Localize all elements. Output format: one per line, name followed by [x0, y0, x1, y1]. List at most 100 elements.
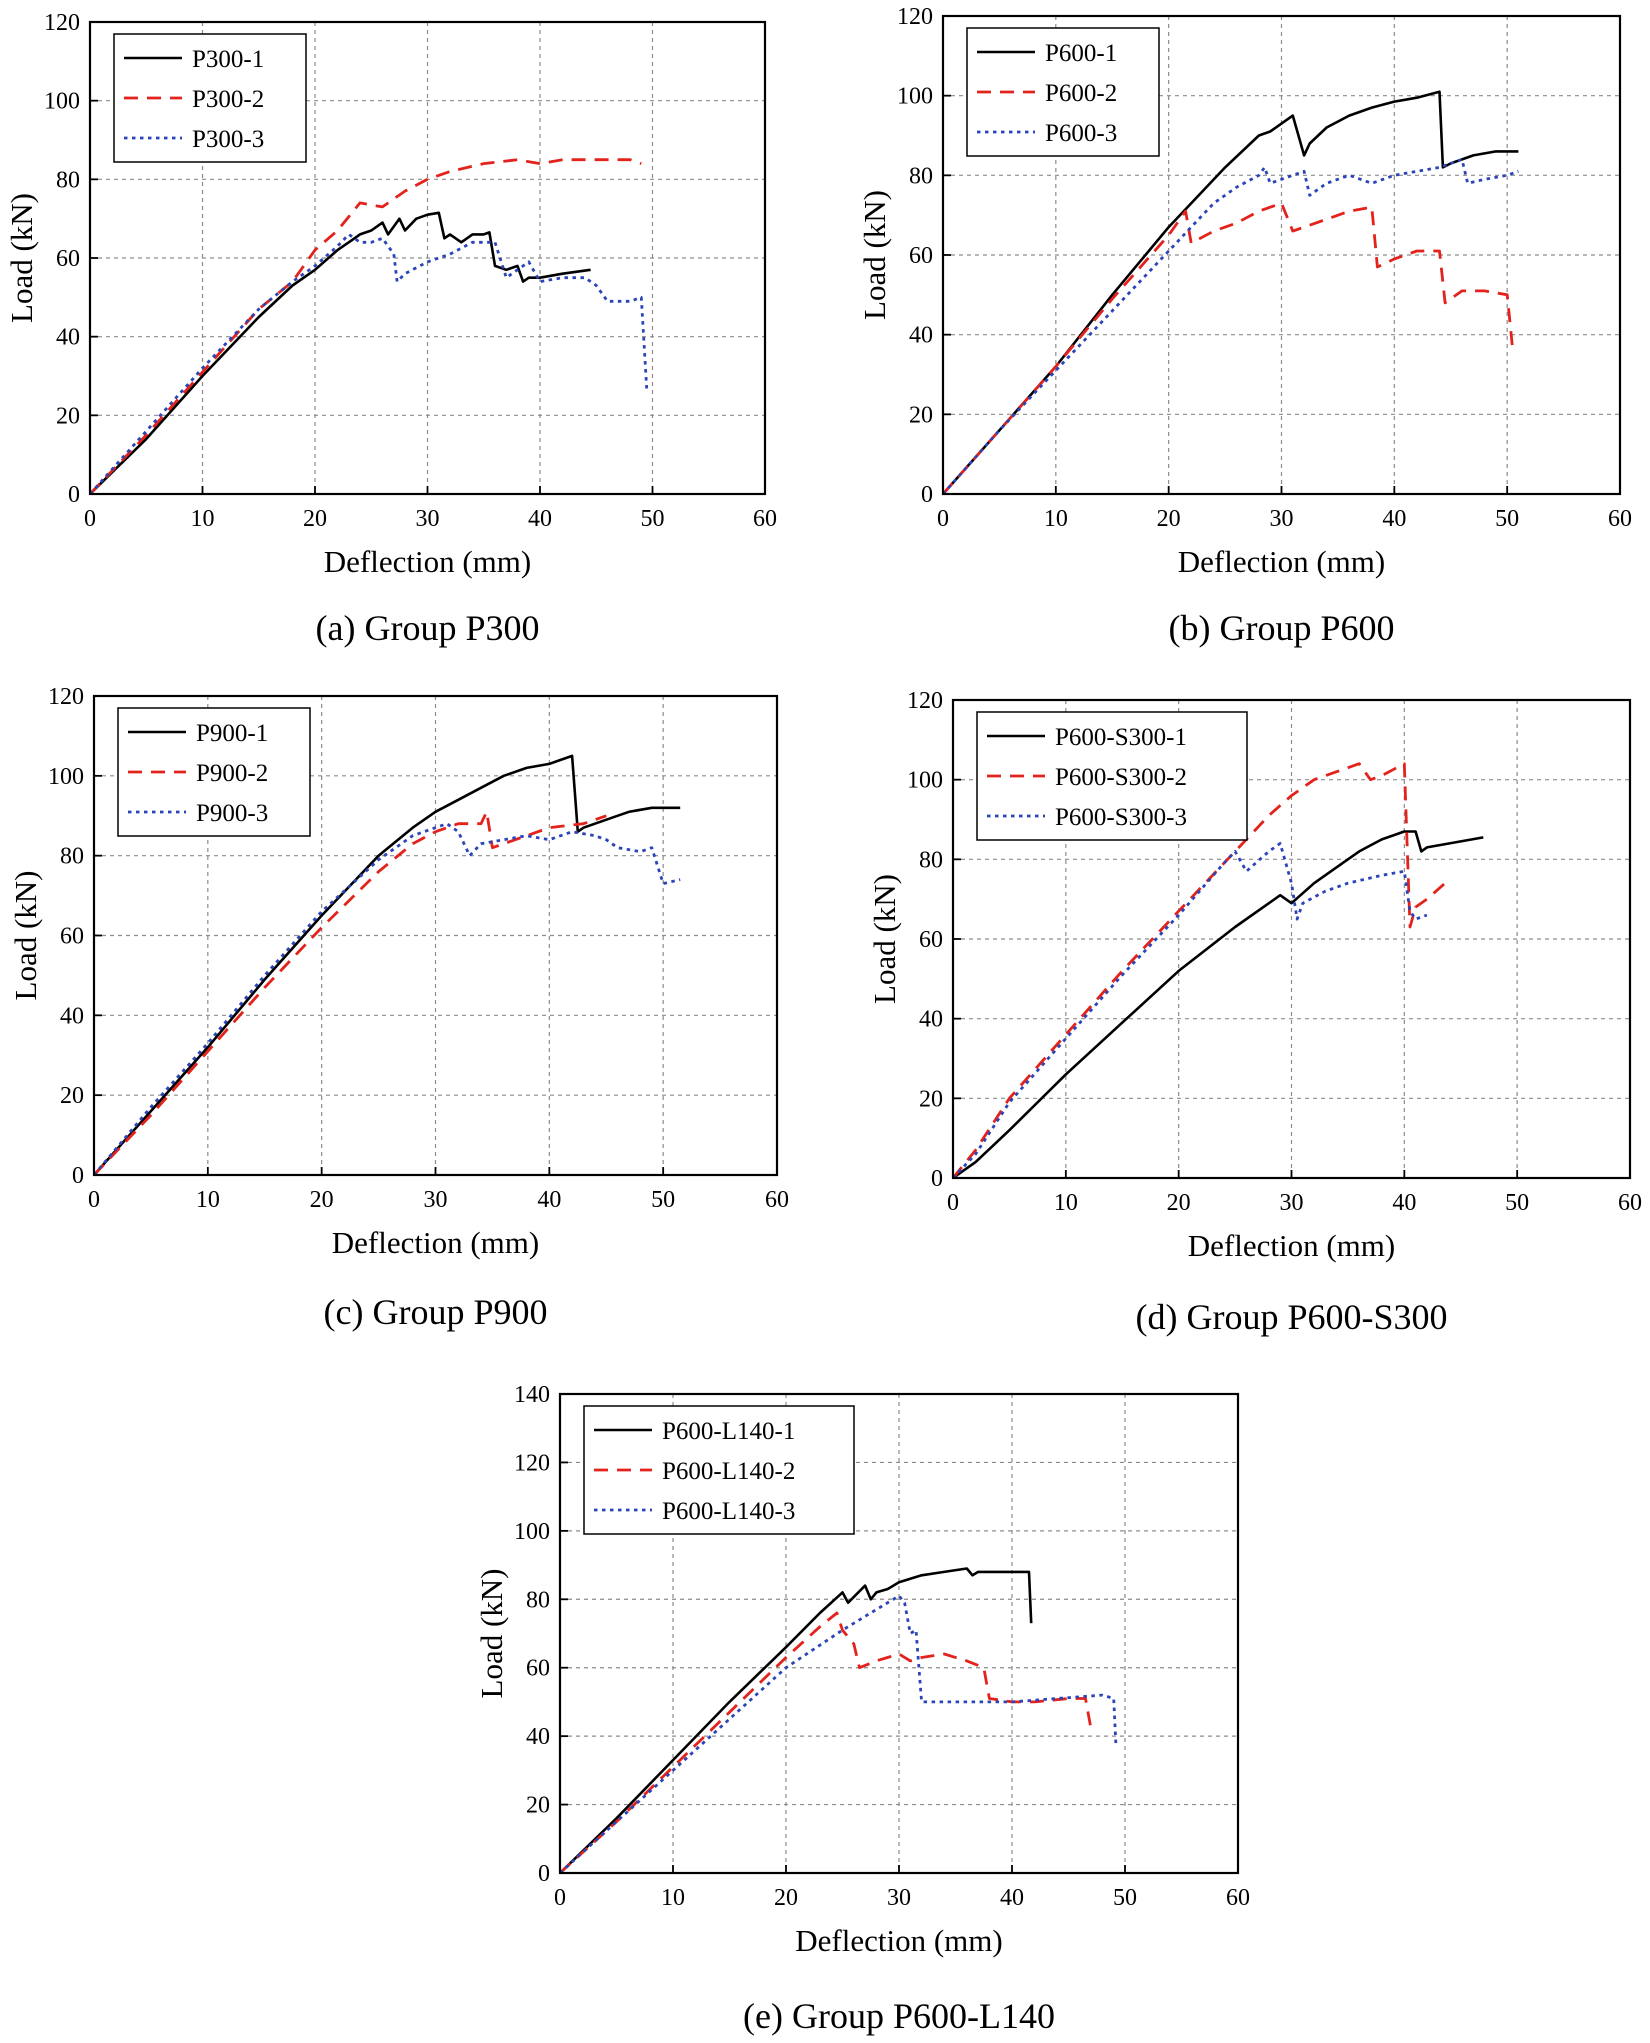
legend-label: P600-S300-3	[1055, 804, 1187, 831]
chart-a-p300: 0 10 20 30 40 50 60 0 20 40 60 80 100 120 P300-1 P300-2…	[4, 10, 777, 648]
chart-caption: (c) Group P900	[324, 1292, 548, 1332]
plot-frame	[941, 14, 1622, 496]
legend-label: P300-1	[192, 46, 264, 73]
series-line-p600-l140-2	[560, 1611, 1093, 1873]
series-line-p600-2	[943, 201, 1515, 494]
chart-d-p600-s300: 0 10 20 30 40 50 60020406080100120P600-S300-1P…	[867, 688, 1642, 1337]
y-axis-label: Load (kN)	[8, 871, 43, 1001]
x-tick-label: 10	[1044, 506, 1068, 532]
y-tick-label: 120	[897, 4, 933, 30]
y-tick-label: 20	[526, 1793, 550, 1819]
x-tick-label: 30	[887, 1885, 911, 1911]
legend-label: P300-2	[192, 86, 264, 113]
y-tick-label: 60	[60, 924, 84, 950]
legend-label: P300-3	[192, 126, 264, 153]
legend-label: P600-S300-1	[1055, 724, 1187, 751]
y-tick-label: 60	[56, 246, 80, 272]
x-tick-label: 50	[651, 1187, 675, 1213]
legend: P900-1 P900-2 P900-3	[117, 707, 311, 837]
series-line-p900-2	[94, 810, 607, 1175]
legend-label: P600-1	[1045, 40, 1117, 67]
y-tick-label: 80	[56, 167, 80, 193]
x-tick-label: 40	[1382, 506, 1406, 532]
y-tick-label: 80	[909, 163, 933, 189]
legend-label: P600-L140-3	[662, 1498, 795, 1525]
series-line-p600-s300-2	[953, 762, 1451, 1178]
y-axis-label: Load (kN)	[474, 1569, 509, 1699]
x-tick-label: 50	[641, 506, 665, 532]
y-tick-label: 40	[526, 1724, 550, 1750]
legend: P600-L140-1 P600-L140-2 P600-L140-3	[583, 1405, 855, 1535]
legend-label: P600-3	[1045, 120, 1117, 147]
legend-box	[117, 707, 311, 837]
y-tick-label: 40	[909, 323, 933, 349]
x-tick-label: 40	[1392, 1190, 1416, 1216]
chart-caption: (e) Group P600-L140	[743, 1996, 1055, 2036]
y-tick-label: 60	[919, 927, 943, 953]
y-tick-label: 80	[526, 1587, 550, 1613]
legend-label: P900-1	[196, 720, 268, 747]
x-axis-label: Deflection (mm)	[332, 1225, 539, 1260]
x-tick-label: 50	[1505, 1190, 1529, 1216]
x-axis-label: Deflection (mm)	[1188, 1228, 1395, 1263]
x-tick-label: 60	[753, 506, 777, 532]
legend-label: P600-L140-1	[662, 1418, 795, 1445]
x-axis-label: Deflection (mm)	[795, 1923, 1002, 1958]
series-group	[560, 1567, 1118, 1873]
x-axis-label: Deflection (mm)	[324, 544, 531, 579]
x-tick-label: 60	[1226, 1885, 1250, 1911]
x-tick-label: 60	[1608, 506, 1632, 532]
y-tick-label: 120	[48, 684, 84, 710]
y-tick-label: 0	[931, 1166, 943, 1192]
x-tick-label: 60	[1618, 1190, 1642, 1216]
series-line-p300-1	[90, 211, 591, 494]
x-tick-label: 40	[1000, 1885, 1024, 1911]
legend-box	[966, 27, 1160, 157]
y-tick-label: 20	[60, 1083, 84, 1109]
x-tick-label: 20	[303, 506, 327, 532]
x-tick-label: 20	[1157, 506, 1181, 532]
legend-label: P900-2	[196, 760, 268, 787]
legend-label: P600-S300-2	[1055, 764, 1187, 791]
x-tick-label: 20	[310, 1187, 334, 1213]
y-tick-label: 100	[514, 1519, 550, 1545]
plot-frame	[92, 694, 779, 1177]
chart-caption: (b) Group P600	[1169, 608, 1395, 648]
x-tick-label: 0	[937, 506, 949, 532]
x-tick-label: 40	[537, 1187, 561, 1213]
y-tick-label: 20	[909, 402, 933, 428]
y-axis-label: Load (kN)	[867, 874, 902, 1004]
x-tick-label: 10	[1054, 1190, 1078, 1216]
y-tick-label: 20	[56, 403, 80, 429]
x-tick-label: 0	[88, 1187, 100, 1213]
x-tick-label: 60	[765, 1187, 789, 1213]
x-tick-label: 10	[191, 506, 215, 532]
x-tick-label: 0	[554, 1885, 566, 1911]
legend: P600-S300-1 P600-S300-2 P600-S300-3	[976, 711, 1248, 841]
x-tick-label: 50	[1113, 1885, 1137, 1911]
legend: P300-1 P300-2 P300-3	[113, 33, 307, 163]
y-tick-label: 60	[526, 1656, 550, 1682]
x-tick-label: 0	[947, 1190, 959, 1216]
plot-frame	[88, 20, 767, 496]
chart-e-p600-l140: 0 10 20 30 40 50 60 0 20 40 60 80 100 120 140 P600-L140…	[474, 1382, 1250, 2036]
chart-caption: (d) Group P600-S300	[1136, 1297, 1448, 1337]
x-tick-label: 30	[416, 506, 440, 532]
x-tick-label: 0	[84, 506, 96, 532]
y-tick-label: 100	[48, 764, 84, 790]
x-axis-label: Deflection (mm)	[1178, 544, 1385, 579]
chart-caption: (a) Group P300	[316, 608, 540, 648]
y-tick-label: 140	[514, 1382, 550, 1408]
y-tick-label: 80	[919, 847, 943, 873]
x-tick-label: 30	[424, 1187, 448, 1213]
legend-label: P600-L140-2	[662, 1458, 795, 1485]
plot-frame	[951, 698, 1632, 1180]
series-group	[90, 158, 649, 494]
series-line-p900-3	[94, 822, 681, 1175]
series-group	[943, 90, 1519, 494]
y-tick-label: 120	[514, 1450, 550, 1476]
y-tick-label: 100	[907, 768, 943, 794]
series-line-p600-s300-1	[953, 830, 1484, 1178]
y-axis-label: Load (kN)	[857, 190, 892, 320]
